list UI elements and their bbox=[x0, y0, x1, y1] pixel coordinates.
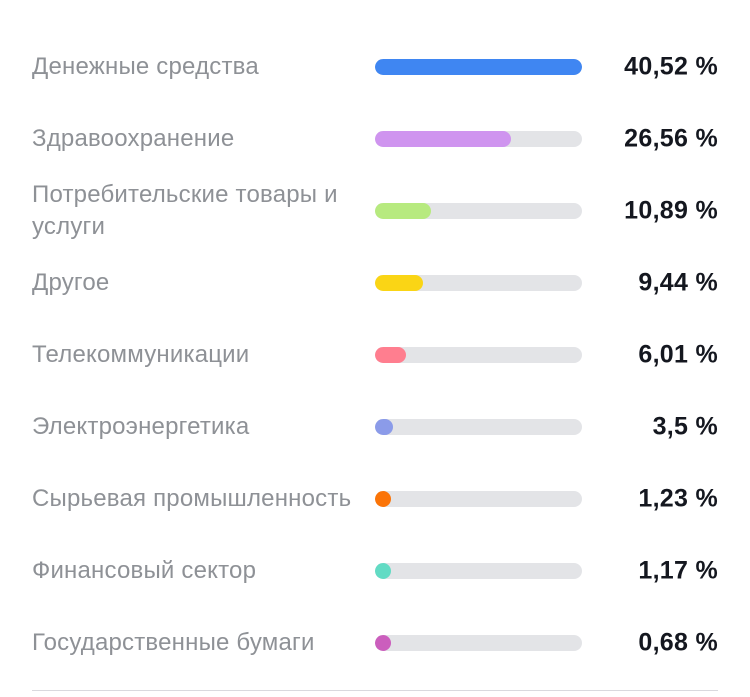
value-label: 9,44 % bbox=[638, 268, 718, 297]
bar-fill bbox=[375, 563, 391, 579]
bar-fill bbox=[375, 275, 424, 291]
bar-fill bbox=[375, 59, 582, 75]
category-label: Сырьевая промышленность bbox=[32, 485, 352, 512]
bar-track bbox=[375, 203, 582, 219]
bar-track bbox=[375, 491, 582, 507]
value-label: 40,52 % bbox=[624, 52, 718, 81]
allocation-row: Государственные бумаги 0,68 % bbox=[32, 607, 718, 679]
allocation-row: Электроэнергетика 3,5 % bbox=[32, 391, 718, 463]
bar-fill bbox=[375, 347, 406, 363]
allocation-row: Другое 9,44 % bbox=[32, 247, 718, 319]
category-label: Государственные бумаги bbox=[32, 629, 315, 656]
value-label: 3,5 % bbox=[652, 412, 718, 441]
bar-track bbox=[375, 59, 582, 75]
category-label: Финансовый сектор bbox=[32, 557, 257, 584]
allocation-row: Потребительские товары и услуги 10,89 % bbox=[32, 175, 718, 247]
category-label: Денежные средства bbox=[32, 53, 259, 80]
bottom-divider bbox=[32, 690, 718, 691]
bar-track bbox=[375, 347, 582, 363]
bar-fill bbox=[375, 203, 431, 219]
allocation-list: Денежные средства 40,52 % Здравоохранение 2… bbox=[32, 31, 718, 679]
category-label: Здравоохранение bbox=[32, 125, 235, 152]
category-label: Электроэнергетика bbox=[32, 413, 250, 440]
bar-fill bbox=[375, 131, 511, 147]
allocation-row: Денежные средства 40,52 % bbox=[32, 31, 718, 103]
value-label: 10,89 % bbox=[624, 196, 718, 225]
bar-fill bbox=[375, 635, 391, 651]
bar-fill bbox=[375, 419, 393, 435]
bar-track bbox=[375, 275, 582, 291]
value-label: 6,01 % bbox=[638, 340, 718, 369]
allocation-row: Телекоммуникации 6,01 % bbox=[32, 319, 718, 391]
bar-track bbox=[375, 563, 582, 579]
category-label: Телекоммуникации bbox=[32, 341, 250, 368]
bar-track bbox=[375, 131, 582, 147]
value-label: 0,68 % bbox=[638, 628, 718, 657]
allocation-row: Здравоохранение 26,56 % bbox=[32, 103, 718, 175]
bar-fill bbox=[375, 491, 391, 507]
value-label: 1,17 % bbox=[638, 556, 718, 585]
value-label: 1,23 % bbox=[638, 484, 718, 513]
category-label: Другое bbox=[32, 269, 110, 296]
bar-track bbox=[375, 419, 582, 435]
bar-track bbox=[375, 635, 582, 651]
allocation-row: Финансовый сектор 1,17 % bbox=[32, 535, 718, 607]
value-label: 26,56 % bbox=[624, 124, 718, 153]
allocation-row: Сырьевая промышленность 1,23 % bbox=[32, 463, 718, 535]
category-label: Потребительские товары и услуги bbox=[32, 181, 338, 240]
